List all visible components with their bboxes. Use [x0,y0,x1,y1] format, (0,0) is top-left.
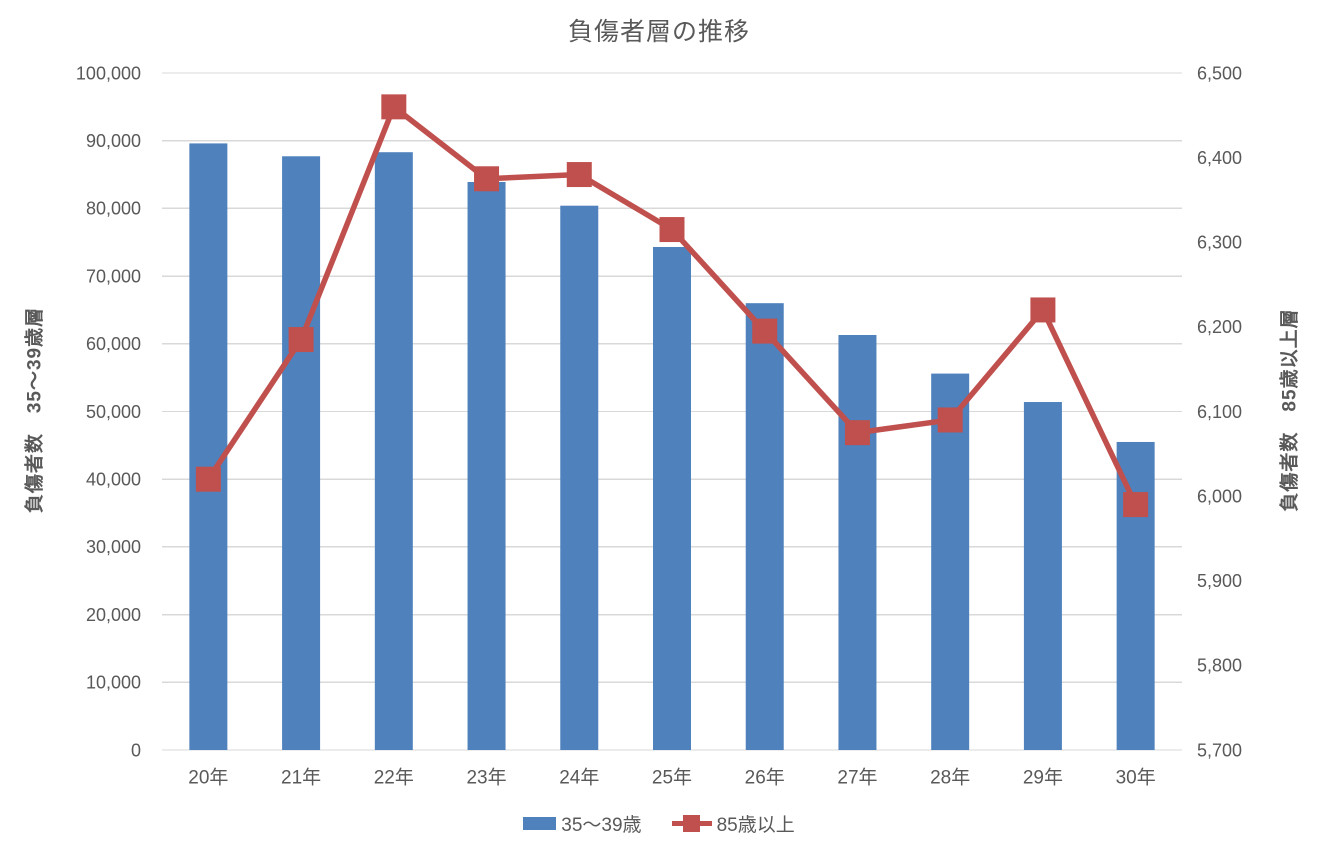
legend-line-swatch-icon [671,815,712,833]
left-axis-tick-label: 10,000 [86,673,141,693]
marker-27年[interactable] [844,420,870,446]
legend: 35～39歳 85歳以上 [0,810,1318,837]
left-y-axis-title: 負傷者数 35～39歳層 [24,306,46,514]
bar-29年[interactable] [1023,402,1062,750]
legend-label-85-over: 85歳以上 [716,815,795,836]
marker-23年[interactable] [474,166,500,192]
bar-20年[interactable] [189,143,228,750]
left-axis-tick-label: 30,000 [86,537,141,557]
legend-label-35-39: 35～39歳 [561,815,642,836]
marker-25年[interactable] [659,217,685,243]
marker-20年[interactable] [195,466,221,492]
right-axis-tick-label: 5,700 [1197,740,1242,760]
x-axis-tick-label: 23年 [466,767,506,789]
right-y-axis-title: 負傷者数 85歳以上層 [1279,308,1301,512]
right-axis-tick-label: 6,300 [1197,233,1242,253]
right-axis-tick-label: 6,400 [1197,148,1242,168]
x-axis-tick-label: 29年 [1023,767,1063,789]
bar-22年[interactable] [374,152,413,751]
bar-24年[interactable] [560,205,599,750]
left-axis-tick-label: 20,000 [86,605,141,625]
bar-27年[interactable] [838,334,877,750]
right-axis-tick-label: 5,800 [1197,656,1242,676]
x-axis-tick-label: 25年 [652,767,692,789]
chart-title: 負傷者層の推移 [567,18,750,46]
x-axis-tick-label: 26年 [745,767,785,789]
right-axis-tick-label: 6,500 [1197,63,1242,83]
left-axis-tick-label: 100,000 [76,63,141,83]
left-axis-tick-label: 60,000 [86,334,141,354]
marker-29年[interactable] [1030,297,1056,323]
bar-25年[interactable] [653,246,691,750]
marker-30年[interactable] [1123,492,1149,518]
left-axis-tick-label: 50,000 [86,402,141,422]
right-axis-tick-label: 6,000 [1197,486,1242,506]
right-axis-tick-label: 6,100 [1197,402,1242,422]
x-axis-tick-label: 27年 [837,767,877,789]
bar-28年[interactable] [931,373,970,750]
left-axis-tick-label: 40,000 [86,470,141,490]
x-axis-tick-label: 30年 [1116,767,1156,789]
right-axis-tick-label: 6,200 [1197,317,1242,337]
left-axis-tick-label: 70,000 [86,266,141,286]
marker-28年[interactable] [937,407,963,433]
x-axis-tick-label: 20年 [188,767,228,789]
marker-26年[interactable] [752,318,778,344]
x-axis-tick-label: 21年 [281,767,321,789]
legend-item-85-over[interactable]: 85歳以上 [671,810,795,837]
x-axis-tick-label: 22年 [374,767,414,789]
legend-square-marker-icon [683,815,701,832]
marker-22年[interactable] [381,94,407,120]
bar-30年[interactable] [1116,441,1155,750]
right-axis-tick-label: 5,900 [1197,571,1242,591]
left-axis-tick-label: 80,000 [86,199,141,219]
marker-24年[interactable] [566,162,592,188]
legend-bar-swatch-icon [523,817,557,830]
x-axis-tick-label: 28年 [930,767,970,789]
bar-21年[interactable] [282,156,321,750]
bar-26年[interactable] [745,303,784,750]
marker-21年[interactable] [288,327,314,353]
left-axis-tick-label: 90,000 [86,131,141,151]
bar-23年[interactable] [467,181,506,750]
legend-item-35-39[interactable]: 35～39歳 [523,810,642,837]
x-axis-tick-label: 24年 [559,767,599,789]
left-axis-tick-label: 0 [131,740,141,760]
